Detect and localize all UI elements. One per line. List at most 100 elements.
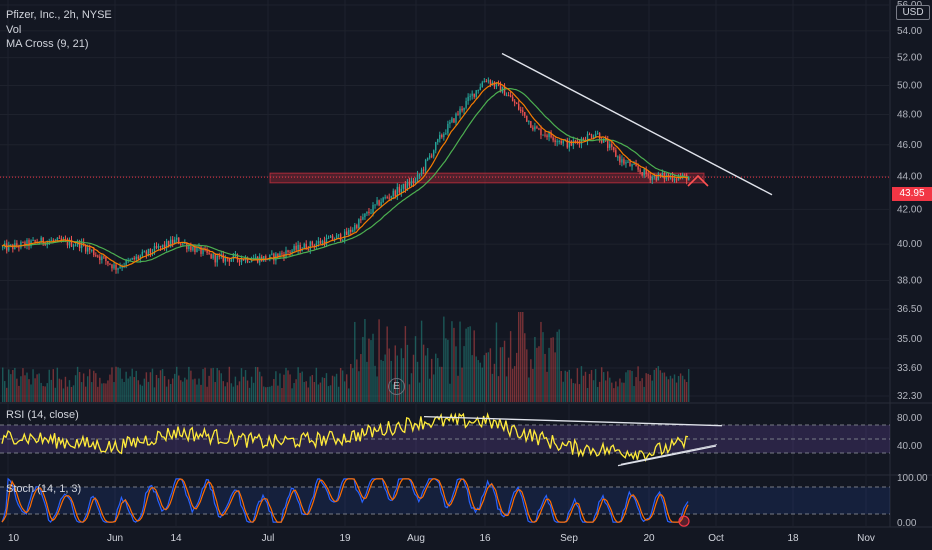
candle-body (655, 175, 658, 181)
price-axis-tick: 52.00 (897, 53, 922, 64)
volume-bar (153, 387, 156, 402)
candle-body (550, 132, 552, 138)
volume-bar (428, 378, 431, 402)
candle-body (558, 140, 560, 142)
candle-body (2, 246, 4, 248)
volume-bar (667, 379, 670, 402)
earnings-icon[interactable]: E (388, 378, 405, 395)
candle-body (455, 113, 457, 123)
candle-body (416, 174, 419, 180)
volume-bar (364, 319, 366, 402)
volume-bar (50, 379, 52, 402)
currency-badge[interactable]: USD (896, 5, 930, 20)
candle-body (392, 190, 394, 197)
legend-volume[interactable]: Vol (6, 24, 22, 36)
volume-bar (562, 381, 564, 402)
volume-bar (346, 374, 348, 402)
candle-body (145, 251, 148, 255)
volume-bar (544, 353, 546, 402)
volume-bar (445, 338, 447, 402)
candle-body (572, 140, 575, 146)
stoch-label[interactable]: Stoch (14, 1, 3) (6, 483, 82, 495)
candle-body (649, 175, 651, 181)
volume-bar (230, 383, 233, 402)
volume-bar (433, 374, 435, 402)
candle-body (461, 108, 463, 111)
volume-bar (246, 380, 249, 402)
candle-body (165, 241, 168, 248)
candle-body (84, 245, 87, 252)
volume-bar (287, 370, 289, 402)
volume-bar (174, 373, 176, 402)
candle-body (491, 82, 494, 85)
legend-ma-cross[interactable]: MA Cross (9, 21) (6, 38, 89, 50)
volume-bar (36, 374, 38, 402)
candle-body (149, 248, 152, 254)
candle-body (56, 237, 59, 241)
legend-symbol[interactable]: Pfizer, Inc., 2h, NYSE (6, 9, 112, 21)
volume-bar (382, 361, 384, 402)
candle-body (206, 249, 208, 253)
volume-bar (261, 376, 263, 402)
candle-body (167, 241, 170, 247)
volume-bar (335, 373, 338, 402)
volume-bar (655, 368, 658, 402)
volume-bar (218, 370, 220, 402)
volume-bar (321, 377, 324, 402)
candle-body (169, 239, 172, 247)
volume-bar (447, 339, 449, 402)
candle-body (74, 245, 77, 247)
candle-body (625, 162, 627, 164)
candle-body (615, 150, 617, 157)
candle-body (422, 169, 425, 171)
candle-body (105, 256, 107, 262)
candle-body (277, 253, 279, 258)
candle-body (671, 175, 674, 181)
volume-bar (629, 370, 631, 402)
volume-bar (473, 330, 475, 402)
volume-bar (503, 340, 506, 402)
candle-body (661, 173, 664, 176)
volume-bar (297, 367, 299, 402)
volume-bar (186, 379, 188, 402)
candle-body (182, 243, 184, 245)
candle-body (679, 176, 682, 178)
candle-body (72, 245, 75, 247)
volume-bar (449, 383, 451, 402)
volume-bar (303, 381, 305, 402)
volume-bar (368, 338, 370, 402)
candle-body (651, 176, 653, 181)
candle-body (68, 239, 71, 246)
volume-bar (119, 368, 121, 402)
candle-body (637, 166, 639, 170)
candle-body (424, 159, 427, 171)
volume-bar (212, 367, 214, 402)
candle-body (113, 264, 115, 269)
volume-bar (329, 385, 332, 402)
volume-bar (641, 378, 643, 402)
candle-body (360, 219, 362, 221)
time-axis-tick: Aug (407, 533, 425, 544)
volume-bar (263, 386, 265, 402)
volume-bar (617, 386, 619, 402)
candle-body (109, 263, 111, 265)
candle-body (404, 183, 407, 190)
candle-body (303, 243, 305, 250)
volume-bar (46, 383, 48, 402)
volume-bar (62, 388, 65, 402)
candle-body (465, 101, 467, 108)
volume-bar (372, 333, 374, 402)
volume-bar (143, 378, 146, 402)
price-axis-tick: 48.00 (897, 110, 922, 121)
time-axis-tick: 14 (170, 533, 182, 544)
candle-body (515, 102, 518, 104)
candle-body (327, 237, 330, 239)
volume-bar (499, 347, 502, 402)
rsi-label[interactable]: RSI (14, close) (6, 409, 79, 421)
candle-body (394, 190, 396, 197)
volume-bar (216, 368, 218, 402)
volume-bar (532, 368, 534, 402)
volume-bar (461, 367, 463, 402)
candle-body (418, 174, 421, 176)
candle-body (645, 169, 647, 175)
